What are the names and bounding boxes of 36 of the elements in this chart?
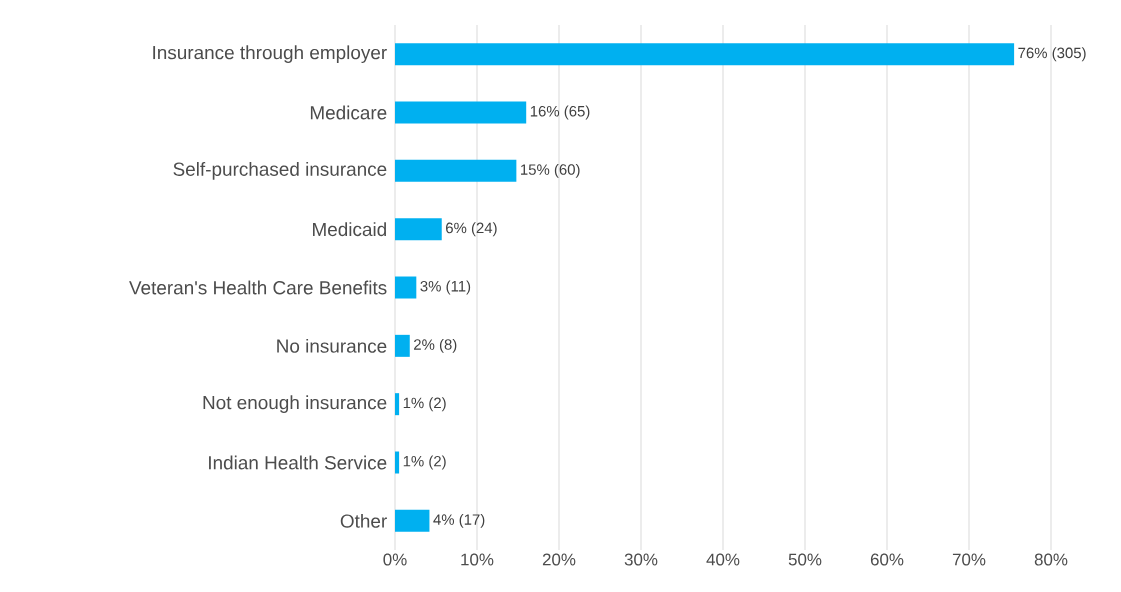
data-label: 16% (65) xyxy=(530,105,590,120)
data-label: 4% (17) xyxy=(433,513,485,528)
bar xyxy=(395,159,517,182)
x-tick-label: 30% xyxy=(624,553,658,566)
x-tick-label: 0% xyxy=(383,553,407,566)
bar xyxy=(395,451,400,474)
bar xyxy=(395,43,1015,66)
x-tick-label: 50% xyxy=(788,553,822,566)
bar xyxy=(395,276,417,299)
x-tick-label: 10% xyxy=(461,553,494,566)
bar xyxy=(395,334,410,357)
y-tick-label: No insurance xyxy=(277,338,387,353)
data-label: 15% (60) xyxy=(521,163,580,178)
data-label: 6% (24) xyxy=(446,222,497,237)
bar xyxy=(395,218,442,241)
y-tick-label: Self-purchased insurance xyxy=(173,162,387,180)
y-tick-label: Veteran's Health Care Benefits xyxy=(129,280,387,295)
x-tick-label: 80% xyxy=(1034,553,1068,566)
bar xyxy=(395,393,400,416)
y-tick-label: Insurance through employer xyxy=(153,45,387,63)
x-tick-label: 40% xyxy=(706,553,740,566)
data-label: 1% (2) xyxy=(403,397,446,412)
y-tick-label: Not enough insurance xyxy=(203,395,387,413)
y-tick-label: Medicare xyxy=(310,105,387,120)
x-tick-label: 20% xyxy=(542,553,576,566)
y-tick-label: Indian Health Service xyxy=(209,455,387,470)
x-tick-label: 60% xyxy=(870,553,904,566)
y-tick-label: Other xyxy=(340,513,387,528)
y-tick-label: Medicaid xyxy=(313,222,386,237)
data-label: 3% (11) xyxy=(420,280,471,295)
data-label: 76% (305) xyxy=(1018,47,1086,62)
data-label: 2% (8) xyxy=(414,338,457,353)
bar xyxy=(395,509,430,532)
x-tick-label: 70% xyxy=(952,553,986,566)
data-label: 1% (2) xyxy=(403,455,446,470)
bar xyxy=(395,101,527,124)
